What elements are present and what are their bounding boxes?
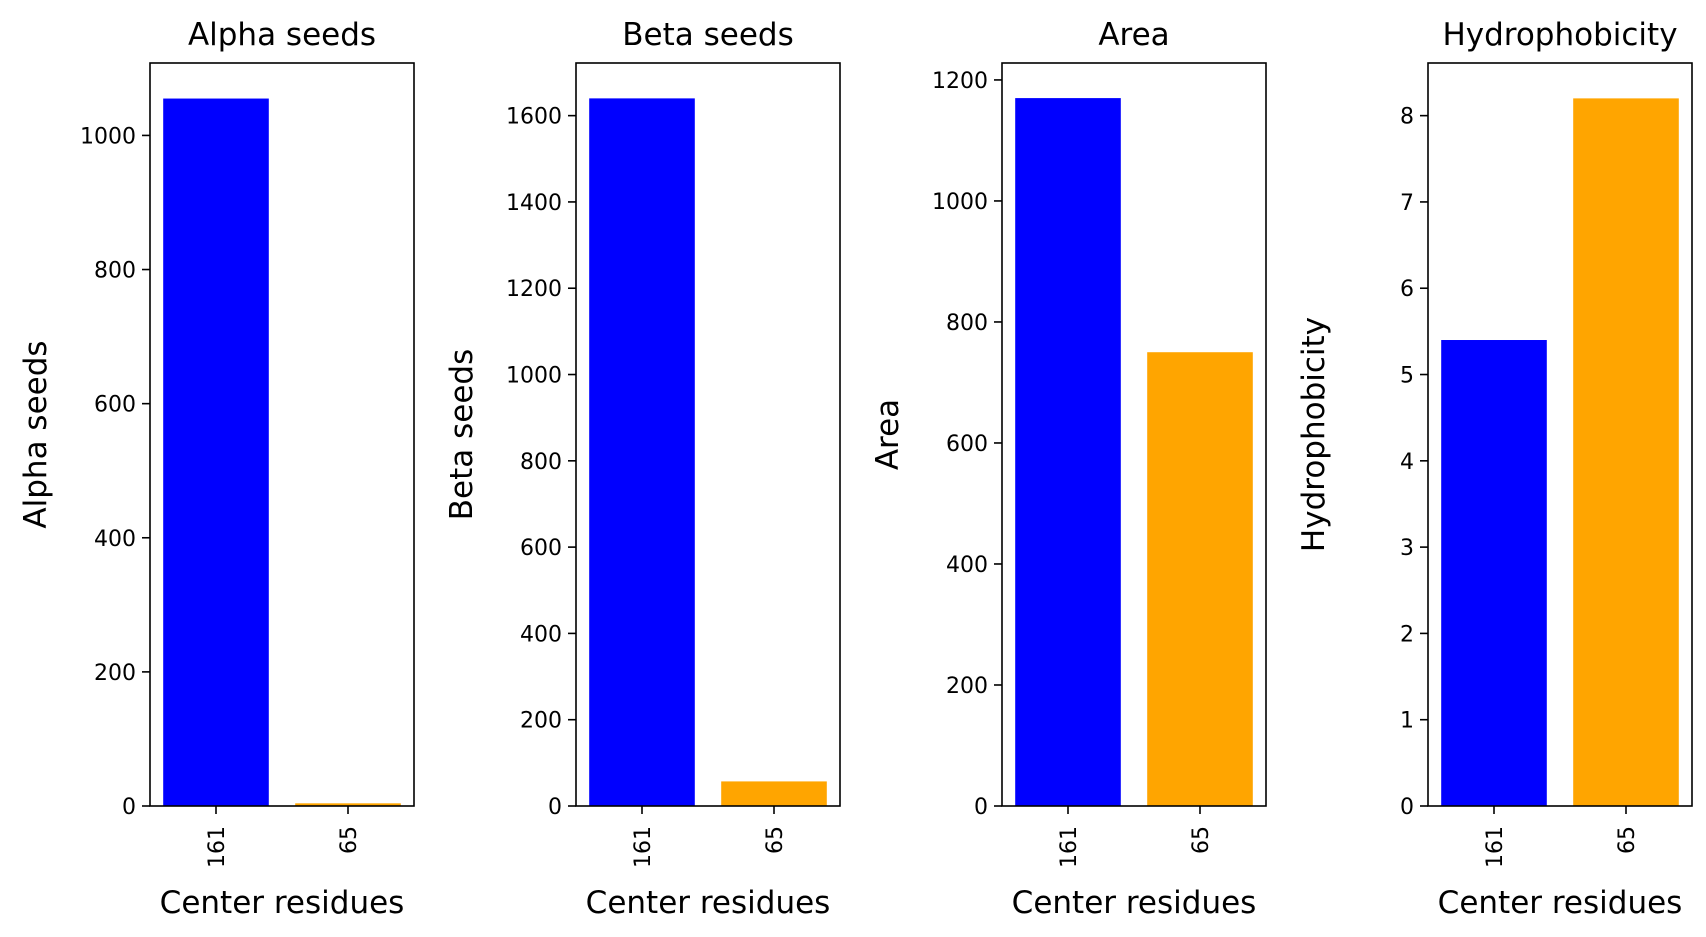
y-tick-label: 200	[520, 709, 562, 734]
x-tick-label-161: 161	[1057, 826, 1082, 868]
chart-title: Hydrophobicity	[1442, 17, 1677, 53]
chart-panel-2: 0 200 400 600 800 1000 1200 1400 1600 161 65 Beta s…	[444, 17, 841, 921]
x-axis-label: Center residues	[1438, 885, 1683, 921]
plot-frame	[1001, 62, 1267, 807]
y-tick-label: 1600	[506, 105, 562, 130]
y-tick-label: 600	[946, 432, 988, 457]
y-tick-label: 800	[520, 450, 562, 475]
chart-panel-4: 0 1 2 3 4 5 6 7 8 161 65 Hydrophobicity Center resid…	[1296, 17, 1693, 921]
y-tick-label: 4	[1400, 450, 1414, 475]
y-tick-label: 3	[1400, 536, 1414, 561]
y-tick-label: 600	[94, 393, 136, 418]
bar-161	[163, 98, 269, 807]
y-axis-label: Area	[870, 399, 906, 470]
y-tick-label: 400	[520, 622, 562, 647]
chart-panel-1: 0 200 400 600 800 1000 161 65 Alpha seeds Center …	[18, 17, 415, 921]
bar-65	[1573, 98, 1679, 806]
y-tick-label: 1000	[506, 364, 562, 389]
chart-title: Beta seeds	[622, 17, 793, 53]
y-tick-label: 1200	[506, 277, 562, 302]
x-tick-label-161: 161	[1483, 826, 1508, 868]
y-tick-label: 1	[1400, 709, 1414, 734]
y-tick-label: 200	[94, 661, 136, 686]
y-tick-label: 1000	[80, 124, 136, 149]
y-tick-label: 400	[94, 527, 136, 552]
plot-frame	[575, 62, 841, 807]
y-tick-label: 7	[1400, 191, 1414, 216]
chart-panel-3: 0 200 400 600 800 1000 1200 161 65 Area Center res…	[870, 17, 1267, 921]
y-tick-label: 0	[122, 795, 136, 820]
y-tick-label: 0	[548, 795, 562, 820]
bar-65	[721, 781, 827, 806]
x-tick-label-65: 65	[1189, 826, 1214, 854]
y-tick-label: 0	[1400, 795, 1414, 820]
x-tick-label-65: 65	[1615, 826, 1640, 854]
bar-65	[295, 803, 401, 806]
y-tick-label: 800	[94, 259, 136, 284]
y-tick-label: 2	[1400, 622, 1414, 647]
chart-title: Area	[1098, 17, 1169, 53]
bar-161	[1441, 340, 1547, 806]
y-tick-label: 200	[946, 674, 988, 699]
y-tick-label: 5	[1400, 364, 1414, 389]
y-tick-label: 800	[946, 311, 988, 336]
x-tick-label-65: 65	[763, 826, 788, 854]
y-axis-label: Beta seeds	[444, 349, 480, 520]
y-axis-label: Alpha seeds	[18, 340, 54, 528]
y-tick-label: 1400	[506, 191, 562, 216]
y-tick-label: 8	[1400, 105, 1414, 130]
bar-161	[589, 98, 695, 806]
bar-65	[1147, 352, 1253, 806]
x-axis-label: Center residues	[1012, 885, 1257, 921]
y-tick-label: 400	[946, 553, 988, 578]
x-tick-label-161: 161	[205, 826, 230, 868]
y-tick-label: 1000	[932, 190, 988, 215]
x-tick-label-65: 65	[337, 826, 362, 854]
chart-title: Alpha seeds	[188, 17, 376, 53]
y-tick-label: 0	[974, 795, 988, 820]
plot-frame	[1427, 62, 1693, 807]
y-tick-label: 1200	[932, 69, 988, 94]
x-tick-label-161: 161	[631, 826, 656, 868]
x-axis-label: Center residues	[160, 885, 405, 921]
plot-frame	[149, 62, 415, 807]
bar-161	[1015, 98, 1121, 806]
y-tick-label: 600	[520, 536, 562, 561]
x-axis-label: Center residues	[586, 885, 831, 921]
y-tick-label: 6	[1400, 277, 1414, 302]
y-axis-label: Hydrophobicity	[1296, 317, 1332, 552]
